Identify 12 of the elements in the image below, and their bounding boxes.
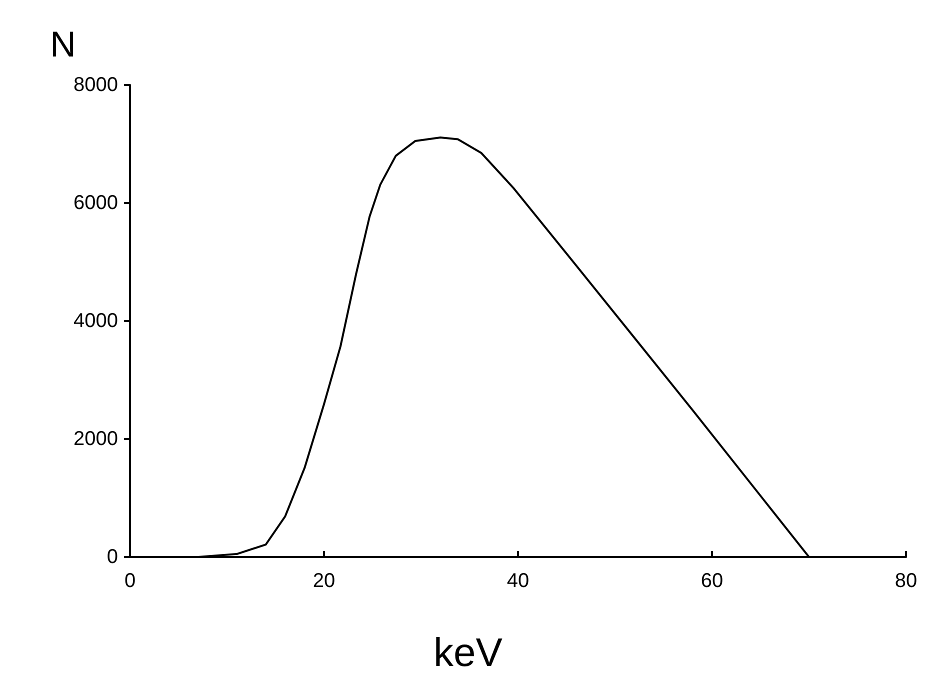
- x-tick-label: 0: [124, 570, 136, 592]
- y-tick-label: 2000: [74, 428, 118, 450]
- y-tick-label: 6000: [74, 192, 118, 214]
- x-axis-title: keV: [434, 631, 503, 675]
- y-tick-label: 0: [106, 546, 118, 568]
- x-tick-label: 80: [894, 570, 918, 592]
- y-axis-title: N: [50, 24, 76, 64]
- x-tick-label: 60: [700, 570, 724, 592]
- y-tick-label: 4000: [74, 310, 118, 332]
- y-tick-label: 8000: [74, 74, 118, 96]
- x-tick-label: 40: [506, 570, 530, 592]
- x-tick-label: 20: [312, 570, 336, 592]
